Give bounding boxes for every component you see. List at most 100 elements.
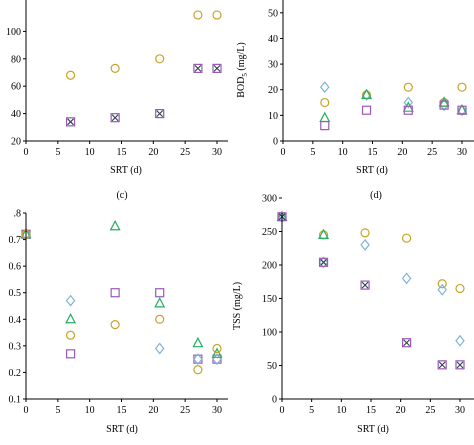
data-point-triangle [154, 297, 166, 308]
x-tick-label: 25 [427, 147, 437, 158]
yticks-top-right: 0 10 20 30 40 50 [268, 8, 283, 148]
xticks-bottom-right: 0 5 10 15 20 25 30 [280, 399, 465, 416]
data-point-circle [402, 233, 412, 243]
data-point-square [65, 349, 76, 359]
data-point-circle [155, 314, 165, 324]
x-tick-label: 0 [280, 405, 285, 416]
data-point-circle [193, 10, 203, 20]
panel-top-left: 20 40 60 80 100 0 5 10 15 20 25 30 SRT (d) (c) [6, 0, 228, 201]
y-tick-label: 0.7 [9, 235, 22, 246]
data-point-triangle [65, 313, 77, 324]
y-tick-label: 0.2 [9, 368, 22, 379]
y-tick-label: 0.5 [9, 288, 22, 299]
x-tick-label: 5 [310, 147, 315, 158]
data-point-circle [110, 63, 120, 73]
data-point-diamond [361, 88, 372, 101]
data-point-diamond [360, 238, 370, 251]
data-point-circle [320, 97, 330, 108]
data-point-circle [193, 365, 203, 375]
x-tick-label: 10 [336, 405, 346, 416]
y-tick-label: .8 [14, 209, 22, 220]
data-point-circle [212, 343, 222, 354]
data-point-diamond [193, 353, 203, 366]
y-tick-label: 50 [268, 8, 278, 19]
y-tick-label: 300 [262, 194, 277, 205]
panel-top-right: 0 10 20 30 40 50 0 5 10 15 20 25 30 SRT (d) BOD5 (m… [236, 0, 474, 201]
data-point-x [438, 361, 446, 369]
yticks-top-left: 20 40 60 80 100 [6, 27, 26, 148]
data-point-diamond [401, 272, 412, 285]
caption-top-left: (c) [116, 190, 127, 201]
x-tick-label: 15 [368, 147, 378, 158]
data-point-x [361, 281, 369, 289]
data-point-square [155, 108, 165, 119]
data-point-circle [212, 10, 222, 20]
data-point-x [67, 118, 74, 126]
x-tick-label: 15 [117, 147, 127, 158]
panel-bottom-left: .8 0.7 0.6 0.5 0.4 0.3 0.2 0.1 0 5 10 15 20 25 30 SRT… [9, 209, 228, 435]
ylabel-top-right: BOD5 (mg/L) [236, 42, 249, 97]
data-point-square [212, 354, 222, 364]
xticks-top-right: 0 5 10 15 20 25 30 [281, 141, 467, 158]
xlabel-top-right: SRT (d) [356, 165, 388, 176]
data-point-square [360, 280, 370, 290]
data-point-x [403, 339, 410, 347]
x-tick-label: 5 [55, 405, 60, 416]
y-tick-label: 0.1 [9, 395, 22, 406]
x-tick-label: 30 [457, 147, 467, 158]
data-point-square [455, 360, 465, 370]
data-point-circle [457, 82, 467, 92]
y-tick-label: 0.3 [9, 341, 22, 352]
y-tick-label: 40 [268, 34, 278, 45]
data-point-square [110, 113, 120, 123]
y-tick-label: 250 [262, 227, 277, 238]
x-tick-label: 20 [397, 147, 407, 158]
data-point-square [439, 100, 449, 110]
ylabel-bottom-right: TSS (mg/L) [232, 282, 243, 330]
data-point-square [402, 338, 412, 348]
data-point-x [111, 114, 119, 122]
y-tick-label: 0 [273, 137, 278, 148]
x-tick-label: 10 [338, 147, 348, 158]
data-point-x [156, 110, 164, 117]
xticks-top-left: 0 5 10 15 20 25 30 [24, 141, 222, 158]
data-point-triangle [361, 88, 373, 99]
ylabel-subscript: 5 [241, 73, 249, 77]
xticks-bottom-left: 0 5 10 15 20 25 30 [24, 399, 222, 416]
y-tick-label: 60 [11, 82, 21, 93]
data-point-diamond [65, 294, 76, 307]
data-point-circle [155, 54, 165, 64]
data-point-circle [65, 70, 76, 80]
x-tick-label: 30 [455, 405, 465, 416]
x-tick-label: 25 [180, 405, 190, 416]
x-tick-label: 30 [212, 405, 222, 416]
x-tick-label: 10 [85, 147, 95, 158]
data-point-triangle [319, 111, 331, 123]
data-point-circle [65, 330, 76, 340]
data-point-square [155, 288, 165, 298]
xlabel-top-left: SRT (d) [110, 165, 142, 176]
data-point-diamond [403, 96, 414, 109]
data-point-diamond [154, 342, 165, 355]
x-tick-label: 0 [24, 405, 29, 416]
x-tick-label: 30 [212, 147, 222, 158]
x-tick-label: 20 [396, 405, 406, 416]
data-point-circle [110, 320, 120, 330]
xlabel-bottom-right: SRT (d) [357, 424, 389, 435]
data-point-x [456, 361, 464, 369]
y-tick-label: 20 [11, 137, 21, 148]
data-point-square [403, 105, 413, 115]
data-point-circle [437, 279, 447, 289]
data-point-x [320, 258, 327, 266]
data-point-triangle [211, 347, 223, 358]
x-tick-label: 25 [425, 405, 435, 416]
data-point-diamond [437, 283, 447, 296]
y-tick-label: 0.4 [9, 315, 22, 326]
data-point-circle [360, 228, 370, 238]
data-point-square [212, 63, 222, 73]
y-tick-label: 50 [267, 361, 277, 372]
data-point-diamond [318, 256, 329, 269]
data-point-triangle [109, 220, 121, 231]
caption-top-right: (d) [370, 190, 382, 201]
